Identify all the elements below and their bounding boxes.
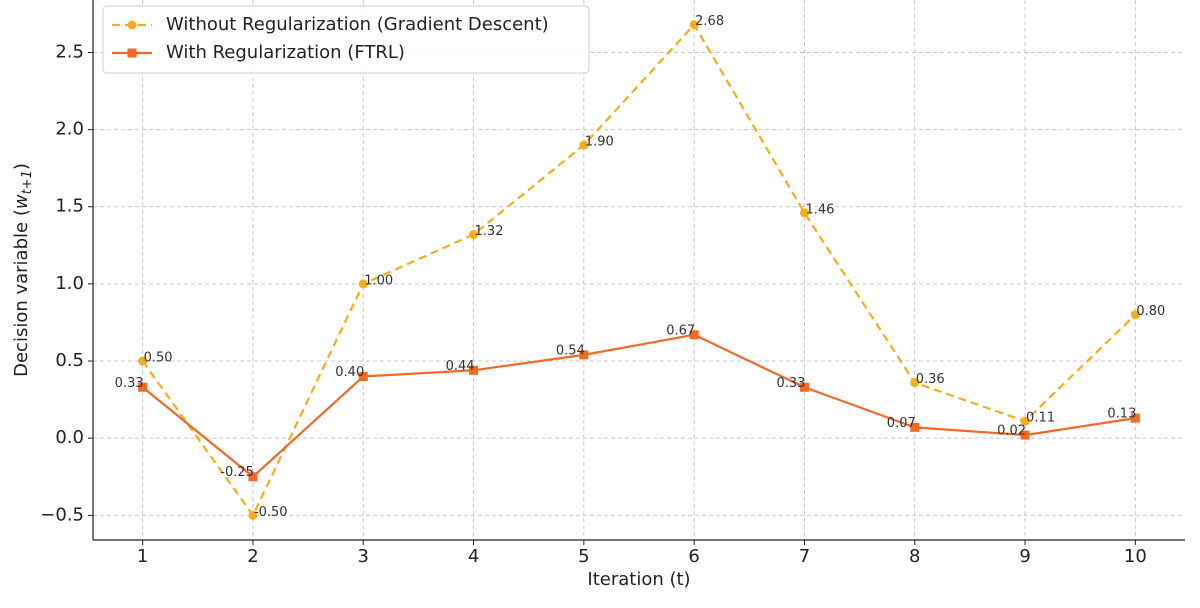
x-tick-label: 4 <box>468 546 479 567</box>
y-tick-label: 2.5 <box>55 41 84 62</box>
marker <box>469 365 479 375</box>
marker <box>689 330 699 340</box>
data-label: 0.07 <box>887 416 916 431</box>
data-label: -0.50 <box>254 505 288 520</box>
y-tick-label: 0.0 <box>55 427 84 448</box>
data-label: 0.54 <box>556 343 585 358</box>
marker <box>1130 310 1140 320</box>
marker <box>1020 430 1030 440</box>
x-tick-label: 8 <box>909 546 920 567</box>
marker <box>138 356 148 366</box>
x-tick-label: 1 <box>137 546 148 567</box>
y-label-sub: t+1 <box>20 170 35 194</box>
marker <box>579 140 589 150</box>
marker <box>689 20 699 30</box>
x-axis-label: Iteration (t) <box>587 569 690 590</box>
series-line <box>141 22 1137 518</box>
marker <box>1020 416 1030 426</box>
marker <box>579 350 589 360</box>
data-label: 0.80 <box>1136 304 1165 319</box>
data-label: -0.25 <box>220 465 254 480</box>
marker <box>910 422 920 432</box>
y-label-text: Decision variable ( <box>11 209 32 377</box>
data-label: 2.68 <box>695 14 724 29</box>
data-label: 0.33 <box>777 376 806 391</box>
marker <box>799 382 809 392</box>
data-label: 1.90 <box>585 135 614 150</box>
y-tick-label: 0.5 <box>55 350 84 371</box>
marker <box>358 279 368 289</box>
x-tick-label: 2 <box>247 546 258 567</box>
marker <box>1130 413 1140 423</box>
data-label: 0.40 <box>335 365 364 380</box>
data-label: 1.46 <box>805 202 834 217</box>
y-label-close: ) <box>11 163 32 170</box>
series-line <box>141 333 1136 479</box>
y-tick-label: 1.5 <box>55 196 84 217</box>
marker <box>799 208 809 218</box>
y-tick-label: 1.0 <box>55 273 84 294</box>
x-tick-label: 6 <box>688 546 699 567</box>
x-tick-label: 3 <box>358 546 369 567</box>
x-tick-label: 7 <box>799 546 810 567</box>
marker <box>469 230 479 240</box>
x-tick-label: 5 <box>578 546 589 567</box>
data-label: 0.11 <box>1026 411 1055 426</box>
data-label: 1.00 <box>364 273 393 288</box>
legend-label: Without Regularization (Gradient Descent… <box>166 14 549 35</box>
marker <box>138 382 148 392</box>
data-label: 0.50 <box>144 351 173 366</box>
x-tick-label: 9 <box>1019 546 1030 567</box>
legend: Without Regularization (Gradient Descent… <box>102 5 590 74</box>
marker <box>910 378 920 388</box>
data-label: 0.02 <box>997 424 1026 439</box>
x-tick-label: 10 <box>1124 546 1147 567</box>
marker <box>248 472 258 482</box>
marker <box>248 510 258 520</box>
data-label: 0.13 <box>1107 407 1136 422</box>
marker <box>358 371 368 381</box>
legend-label: With Regularization (FTRL) <box>166 42 405 63</box>
data-label: 0.36 <box>916 372 945 387</box>
y-tick-label: 2.0 <box>55 119 84 140</box>
data-label: 0.67 <box>666 323 695 338</box>
y-tick-label: −0.5 <box>40 504 84 525</box>
data-label: 0.33 <box>115 376 144 391</box>
y-axis-label: Decision variable (wt+1) <box>11 163 35 377</box>
y-label-var: w <box>11 194 32 209</box>
data-label: 1.32 <box>475 224 504 239</box>
legend-marker <box>127 20 137 30</box>
data-label: 0.44 <box>446 359 475 374</box>
legend-marker <box>127 48 137 58</box>
legend-box <box>102 5 590 74</box>
